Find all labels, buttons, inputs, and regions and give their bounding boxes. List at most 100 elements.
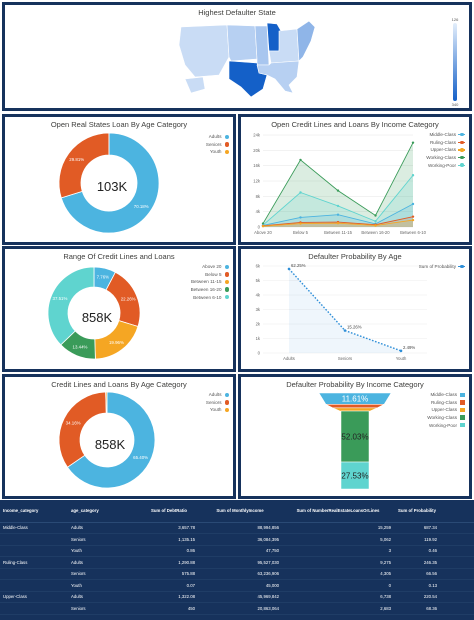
legend-item[interactable]: Working-Class bbox=[427, 414, 465, 422]
legend-item[interactable]: Between 16-20 bbox=[191, 286, 229, 294]
income-lines-chart[interactable]: 0 4k 8k 12k 16k 20k 24k Above 20 Below 5 Between … bbox=[241, 117, 469, 242]
legend-swatch bbox=[224, 400, 229, 405]
state-mountain bbox=[226, 24, 258, 62]
probability-label: 2.49% bbox=[403, 345, 415, 350]
legend-item[interactable]: Upper-Class bbox=[426, 146, 465, 154]
series-point[interactable] bbox=[411, 202, 415, 206]
us-map[interactable]: 126 340 bbox=[5, 5, 469, 108]
legend-item[interactable]: Sum of Probability bbox=[419, 263, 465, 271]
x-tick-label: Between 11-15 bbox=[324, 230, 353, 235]
legend-label: Ruling-Class bbox=[430, 399, 457, 405]
legend-item[interactable]: Adults bbox=[206, 133, 229, 141]
legend-label: Working-Class bbox=[427, 415, 457, 421]
table-header-cell[interactable]: age_category bbox=[68, 500, 140, 523]
table-header-cell[interactable]: Sum of DebtRatio bbox=[140, 500, 198, 523]
donut-slice-adults[interactable] bbox=[60, 132, 160, 234]
donut-slice-seniors[interactable] bbox=[58, 391, 107, 468]
series-point[interactable] bbox=[411, 174, 415, 177]
series-point[interactable] bbox=[411, 215, 415, 218]
table-cell: 0.46 bbox=[394, 545, 440, 557]
table-cell: 1,322.08 bbox=[140, 591, 198, 603]
credit-age-donut[interactable]: 65.40% 34.16% bbox=[5, 377, 233, 496]
legend-item[interactable]: Youth bbox=[206, 148, 229, 156]
table-cell: 3,657.78 bbox=[140, 522, 198, 534]
series-point[interactable] bbox=[299, 158, 302, 162]
series-point[interactable] bbox=[261, 225, 265, 228]
funnel-segment-working-poor[interactable] bbox=[340, 461, 370, 490]
probability-point[interactable] bbox=[399, 349, 403, 353]
series-point[interactable] bbox=[299, 191, 302, 194]
legend-label: Between 16-20 bbox=[190, 287, 222, 293]
legend-item[interactable]: Middle-Class bbox=[426, 131, 465, 139]
table-header-cell[interactable]: Income_category bbox=[0, 500, 68, 523]
y-tick-label: 12k bbox=[253, 179, 261, 184]
series-point[interactable] bbox=[299, 222, 302, 225]
funnel-label: 52.03% bbox=[341, 432, 368, 441]
series-point[interactable] bbox=[374, 220, 377, 223]
donut-slice-adults[interactable] bbox=[66, 391, 156, 489]
legend-item[interactable]: Working-Class bbox=[426, 154, 465, 162]
donut-slice-youth[interactable] bbox=[105, 391, 108, 414]
legend-item[interactable]: Upper-Class bbox=[427, 406, 465, 414]
series-point[interactable] bbox=[336, 213, 340, 216]
map-scale-bottom: 340 bbox=[452, 102, 459, 107]
series-point[interactable] bbox=[336, 221, 340, 225]
table-cell: Upper-Class bbox=[0, 591, 68, 603]
table-header-cell[interactable]: Sum of Probability bbox=[394, 500, 440, 523]
credit-range-donut[interactable]: 7.76% 22.26% 19.96% 13.44% 37.51% bbox=[5, 249, 233, 369]
series-point[interactable] bbox=[374, 224, 377, 227]
series-point[interactable] bbox=[411, 218, 415, 222]
age-loan-title: Open Real States Loan By Age Category bbox=[50, 120, 188, 129]
table-row: Seniors 450 20,863,064 2,683 68.36 bbox=[0, 602, 474, 615]
series-point[interactable] bbox=[374, 214, 377, 217]
table-row: Upper-Class Adults 1,322.08 45,969,842 6,738… bbox=[0, 591, 474, 603]
prob-age-chart[interactable]: 0 1k 2k 3k 4k 5k 6k Adults Seniors Youth 62.25% 15.… bbox=[241, 249, 469, 369]
legend-swatch bbox=[224, 279, 229, 285]
probability-point[interactable] bbox=[287, 267, 291, 271]
donut-slice-label: 13.44% bbox=[73, 345, 88, 350]
table-cell: Adults bbox=[68, 556, 140, 569]
table-header-cell[interactable]: Sum of MonthlyIncome bbox=[198, 500, 282, 523]
table-cell: Youth bbox=[68, 579, 140, 592]
y-tick-label: 8k bbox=[256, 194, 261, 199]
table-cell: Youth bbox=[68, 545, 140, 557]
legend-swatch bbox=[224, 407, 229, 413]
table-cell: 63,236,906 bbox=[198, 568, 282, 580]
series-area-working-poor bbox=[263, 175, 413, 227]
legend-item[interactable]: Seniors bbox=[206, 399, 229, 407]
legend-item[interactable]: Youth bbox=[206, 406, 229, 414]
probability-point[interactable] bbox=[343, 329, 347, 332]
legend-item[interactable]: Between 11-15 bbox=[191, 278, 229, 286]
legend-item[interactable]: Seniors bbox=[206, 141, 229, 149]
funnel-segment-ruling-class[interactable] bbox=[325, 404, 385, 409]
legend-item[interactable]: Above 20 bbox=[191, 263, 229, 271]
prob-income-funnel[interactable]: 11.61% 52.03% 27.53% bbox=[241, 377, 469, 496]
legend-item[interactable]: Ruling-Class bbox=[426, 139, 465, 147]
age-loan-donut[interactable]: 70.18% 29.81% bbox=[5, 117, 233, 242]
legend-item[interactable]: Between 6-10 bbox=[191, 293, 229, 301]
legend-label: Ruling-Class bbox=[429, 139, 456, 145]
legend-item[interactable]: Middle-Class bbox=[427, 391, 465, 399]
table-cell: 119.92 bbox=[394, 533, 440, 546]
series-point[interactable] bbox=[299, 216, 302, 219]
table-cell: 220.54 bbox=[394, 591, 440, 603]
legend-swatch bbox=[460, 415, 465, 420]
credit-range-total: 858K bbox=[81, 310, 113, 325]
table-cell: 15,259 bbox=[282, 522, 394, 534]
series-point[interactable] bbox=[336, 189, 340, 192]
legend-swatch bbox=[224, 287, 229, 292]
table-cell-empty bbox=[440, 522, 474, 534]
funnel-segment-upper-class[interactable] bbox=[332, 407, 378, 412]
table-cell: 4,305 bbox=[282, 568, 394, 580]
donut-slice-between-6-10[interactable] bbox=[47, 266, 95, 346]
legend-item[interactable]: Adults bbox=[206, 391, 229, 399]
legend-item[interactable]: Working-Poor bbox=[426, 161, 465, 169]
legend-item[interactable]: Below 5 bbox=[191, 271, 229, 279]
table-cell: Seniors bbox=[68, 533, 140, 546]
series-point[interactable] bbox=[336, 204, 340, 208]
table-header-cell[interactable] bbox=[440, 500, 474, 523]
series-point[interactable] bbox=[411, 141, 415, 144]
table-header-cell[interactable]: Sum of NumberRealEstateLoansOrLines bbox=[282, 500, 394, 523]
legend-item[interactable]: Ruling-Class bbox=[427, 399, 465, 407]
legend-item[interactable]: Working-Poor bbox=[427, 421, 465, 429]
